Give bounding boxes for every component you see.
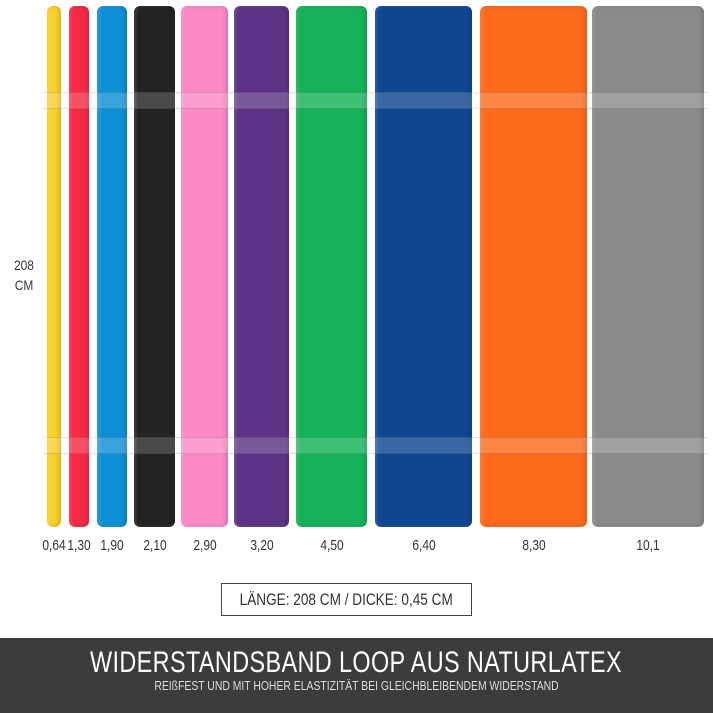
band-strap <box>291 92 372 109</box>
resistance-band <box>129 6 180 527</box>
band-resistance-label: 0,64 <box>42 537 66 554</box>
band-strap <box>370 92 477 109</box>
band-resistance-label: 4,50 <box>319 537 344 554</box>
band-strap <box>129 92 180 109</box>
band-resistance-label: 2,90 <box>192 537 217 554</box>
band-strap <box>291 437 372 454</box>
band-strap <box>92 437 132 454</box>
title-banner: WIDERSTANDSBAND LOOP AUS NATURLATEX REIß… <box>0 638 713 713</box>
spec-box: LÄNGE: 208 CM / DICKE: 0,45 CM <box>221 583 472 616</box>
band-resistance-label: 1,90 <box>100 537 124 554</box>
band-strap <box>587 92 709 109</box>
length-label: 208 CM <box>9 255 40 295</box>
band-strap <box>587 437 709 454</box>
band-resistance-label: 1,30 <box>67 537 91 554</box>
resistance-band <box>92 6 132 527</box>
spec-text: LÄNGE: 208 CM / DICKE: 0,45 CM <box>239 589 454 609</box>
band-resistance-label: 2,10 <box>142 537 167 554</box>
band-strap <box>229 437 294 454</box>
band-resistance-label: 6,40 <box>411 537 436 554</box>
band-strap <box>370 437 477 454</box>
band-strap <box>475 92 592 109</box>
resistance-band <box>587 6 709 527</box>
band-strap <box>42 92 66 109</box>
length-value: 208 <box>14 257 34 273</box>
banner-title: WIDERSTANDSBAND LOOP AUS NATURLATEX <box>90 646 623 679</box>
band-strap <box>475 437 592 454</box>
resistance-band <box>475 6 592 527</box>
resistance-band <box>42 6 66 527</box>
band-strap <box>92 92 132 109</box>
resistance-band <box>64 6 94 527</box>
band-strap <box>64 437 94 454</box>
band-strap <box>64 92 94 109</box>
resistance-band <box>176 6 233 527</box>
band-strap <box>176 437 233 454</box>
resistance-band <box>229 6 294 527</box>
band-resistance-label: 10,1 <box>636 537 660 554</box>
band-strap <box>176 92 233 109</box>
band-resistance-label: 3,20 <box>249 537 274 554</box>
banner-subtitle: REIßFEST UND MIT HOHER ELASTIZITÄT BEI G… <box>154 678 559 693</box>
length-unit: CM <box>14 277 34 293</box>
resistance-band <box>370 6 477 527</box>
resistance-band <box>291 6 372 527</box>
band-strap <box>229 92 294 109</box>
band-strap <box>129 437 180 454</box>
band-strap <box>42 437 66 454</box>
band-resistance-label: 8,30 <box>521 537 546 554</box>
